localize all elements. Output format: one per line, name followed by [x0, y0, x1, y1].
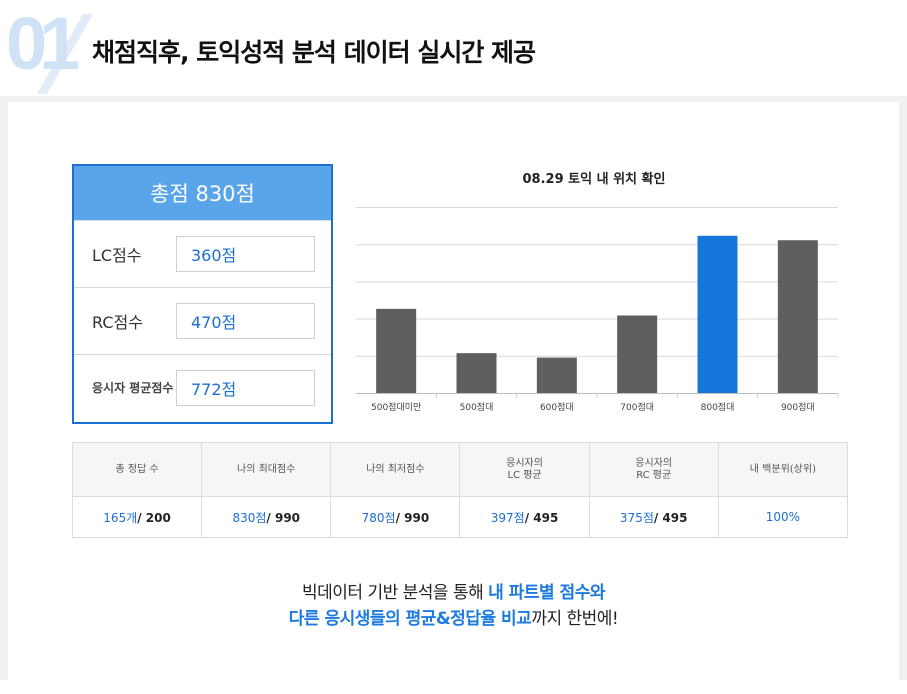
content-panel: 총점 830점 LC점수 360점 RC점수 470점 응시자 평균점수 772…	[0, 96, 907, 680]
stats-value-main: 165개	[103, 510, 138, 525]
score-value: 360점	[176, 236, 315, 272]
stats-value-cell: 780점/ 990	[330, 496, 461, 538]
stats-value-main: 375점	[619, 510, 654, 525]
stats-value-main: 780점	[361, 510, 396, 525]
chart-category-label: 600점대	[540, 401, 574, 413]
stats-header-cell: 나의 최대점수	[201, 442, 332, 497]
stats-header-cell: 총 정답 수	[71, 442, 203, 497]
summary-line-1: 빅데이터 기반 분석을 통해 내 파트별 점수와	[8, 580, 899, 606]
stats-value-cell: 375점/ 495	[588, 496, 719, 538]
score-value: 470점	[176, 303, 315, 339]
summary-text-highlight: 다른 응시생들의 평균&정답율 비교	[288, 609, 532, 629]
stats-value-cell: 165개/ 200	[71, 496, 203, 538]
chart-category-label: 800점대	[701, 401, 735, 413]
stats-header-cell: 내 백분위(상위)	[717, 442, 849, 497]
stats-header-text: 응시자의 LC 평균	[506, 457, 543, 481]
summary-line-2: 다른 응시생들의 평균&정답율 비교까지 한번에!	[8, 606, 899, 632]
content-card: 총점 830점 LC점수 360점 RC점수 470점 응시자 평균점수 772…	[8, 102, 899, 680]
section-header: 01 채점직후, 토익성적 분석 데이터 실시간 제공	[0, 0, 907, 96]
chart-bar	[617, 315, 658, 393]
stats-header-cell: 응시자의 RC 평균	[588, 442, 719, 497]
total-score-heading: 총점 830점	[74, 166, 331, 220]
stats-value-max: / 990	[395, 510, 430, 525]
summary-text-plain: 빅데이터 기반 분석을 통해	[302, 583, 489, 603]
score-box: 총점 830점 LC점수 360점 RC점수 470점 응시자 평균점수 772…	[72, 164, 333, 424]
chart-category-label: 500점대미만	[371, 401, 421, 413]
score-label: RC점수	[92, 313, 143, 332]
stats-value-main: 100%	[765, 510, 801, 524]
score-distribution-chart: 500점대미만 500점대 600점대 700점대 800점대 900점대	[356, 207, 839, 413]
stats-header-text: 응시자의 RC 평균	[635, 457, 673, 481]
section-number: 01	[6, 2, 80, 85]
score-label: LC점수	[92, 246, 142, 265]
stats-header-cell: 나의 최저점수	[330, 442, 461, 497]
stats-header-cell: 응시자의 LC 평균	[459, 442, 590, 497]
chart-title: 08.29 토익 내 위치 확인	[522, 172, 666, 187]
chart-category-label: 500점대	[460, 401, 494, 413]
stats-value-cell: 100%	[717, 496, 849, 538]
score-row-lc: LC점수 360점	[74, 220, 331, 287]
chart-bar	[456, 353, 497, 393]
stats-value-max: / 200	[137, 510, 171, 525]
score-label: 응시자 평균점수	[92, 380, 174, 395]
score-row-average: 응시자 평균점수 772점	[74, 354, 331, 421]
chart-category-label: 900점대	[781, 401, 815, 413]
chart-category-label: 700점대	[620, 401, 654, 413]
summary-text: 빅데이터 기반 분석을 통해 내 파트별 점수와 다른 응시생들의 평균&정답율…	[8, 580, 899, 632]
summary-text-highlight: 내 파트별 점수와	[488, 583, 605, 603]
stats-value-max: / 495	[524, 510, 559, 525]
chart-bar	[777, 240, 818, 393]
section-title: 채점직후, 토익성적 분석 데이터 실시간 제공	[92, 38, 536, 67]
stats-header-row: 총 정답 수 나의 최대점수 나의 최저점수 응시자의 LC 평균 응시자의 R…	[71, 442, 849, 497]
stats-value-max: / 990	[266, 510, 301, 525]
chart-bar	[697, 235, 738, 393]
score-value: 772점	[176, 370, 315, 406]
stats-value-row: 165개/ 200 830점/ 990 780점/ 990 397점/ 495 …	[71, 496, 849, 538]
stats-value-cell: 830점/ 990	[201, 496, 332, 538]
chart-bar	[376, 308, 417, 393]
chart-bar	[536, 357, 577, 393]
stats-value-main: 830점	[232, 510, 267, 525]
stats-value-max: / 495	[653, 510, 688, 525]
summary-text-plain: 까지 한번에!	[531, 609, 619, 629]
score-row-rc: RC점수 470점	[74, 287, 331, 354]
stats-value-main: 397점	[490, 510, 525, 525]
stats-value-cell: 397점/ 495	[459, 496, 590, 538]
stats-table: 총 정답 수 나의 최대점수 나의 최저점수 응시자의 LC 평균 응시자의 R…	[71, 442, 849, 538]
